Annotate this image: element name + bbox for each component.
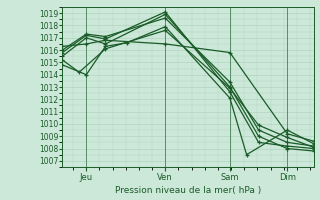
X-axis label: Pression niveau de la mer( hPa ): Pression niveau de la mer( hPa ): [115, 186, 261, 195]
